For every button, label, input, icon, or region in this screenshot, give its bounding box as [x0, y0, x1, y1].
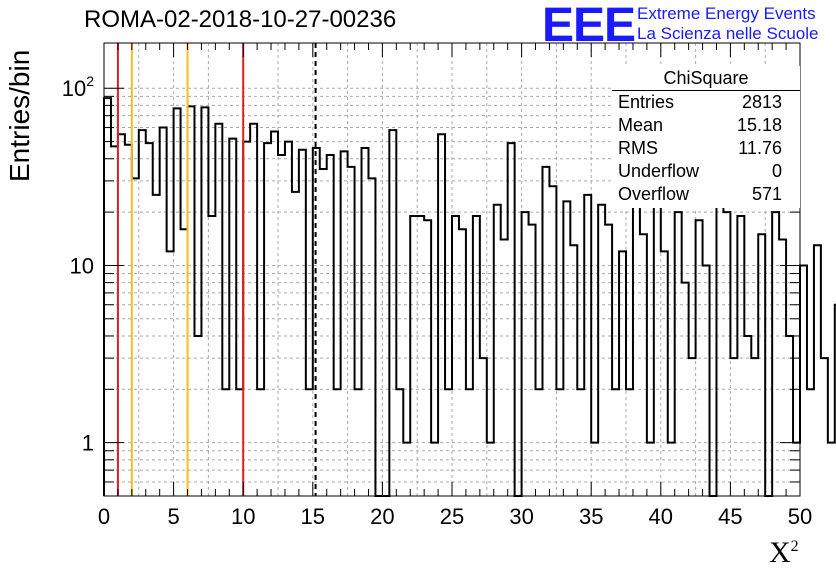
stats-label: Overflow [618, 184, 690, 204]
y-tick-label: 1 [82, 431, 94, 456]
stats-value: 11.76 [738, 138, 782, 158]
stats-box-title: ChiSquare [663, 68, 749, 88]
x-tick-label: 20 [370, 504, 394, 529]
x-tick-label: 50 [788, 504, 812, 529]
stats-value: 2813 [741, 92, 782, 112]
stats-box-divider [612, 90, 800, 91]
eee-logo: EEE [542, 0, 636, 52]
stats-value: 15.18 [736, 115, 782, 135]
stats-box: ChiSquare Entries 2813 Mean 15.18 RMS 11… [612, 66, 800, 208]
x-tick-label: 25 [440, 504, 464, 529]
stats-value: 0 [771, 161, 782, 181]
x-tick-label: 5 [167, 504, 179, 529]
y-tick-label: 10 [70, 253, 94, 278]
x-tick-label: 15 [301, 504, 325, 529]
stats-label: Underflow [618, 161, 700, 181]
x-tick-label: 10 [231, 504, 255, 529]
x-tick-label: 40 [649, 504, 673, 529]
x-tick-label: 35 [579, 504, 603, 529]
stats-value: 571 [751, 184, 782, 204]
x-axis-label: X2 [769, 536, 799, 569]
x-tick-label: 45 [718, 504, 742, 529]
run-title: ROMA-02-2018-10-27-00236 [84, 6, 397, 33]
x-tick-label: 30 [509, 504, 533, 529]
org-name-line1: Extreme Energy Events [637, 4, 816, 23]
stats-label: Entries [618, 92, 675, 112]
stats-label: Mean [618, 115, 664, 135]
stats-label: RMS [618, 138, 658, 158]
x-tick-label: 0 [98, 504, 110, 529]
org-name-line2: La Scienza nelle Scuole [637, 24, 819, 43]
y-axis-label: Entries/bin [4, 49, 35, 182]
histogram-series [103, 97, 836, 497]
y-tick-label: 102 [62, 73, 94, 101]
